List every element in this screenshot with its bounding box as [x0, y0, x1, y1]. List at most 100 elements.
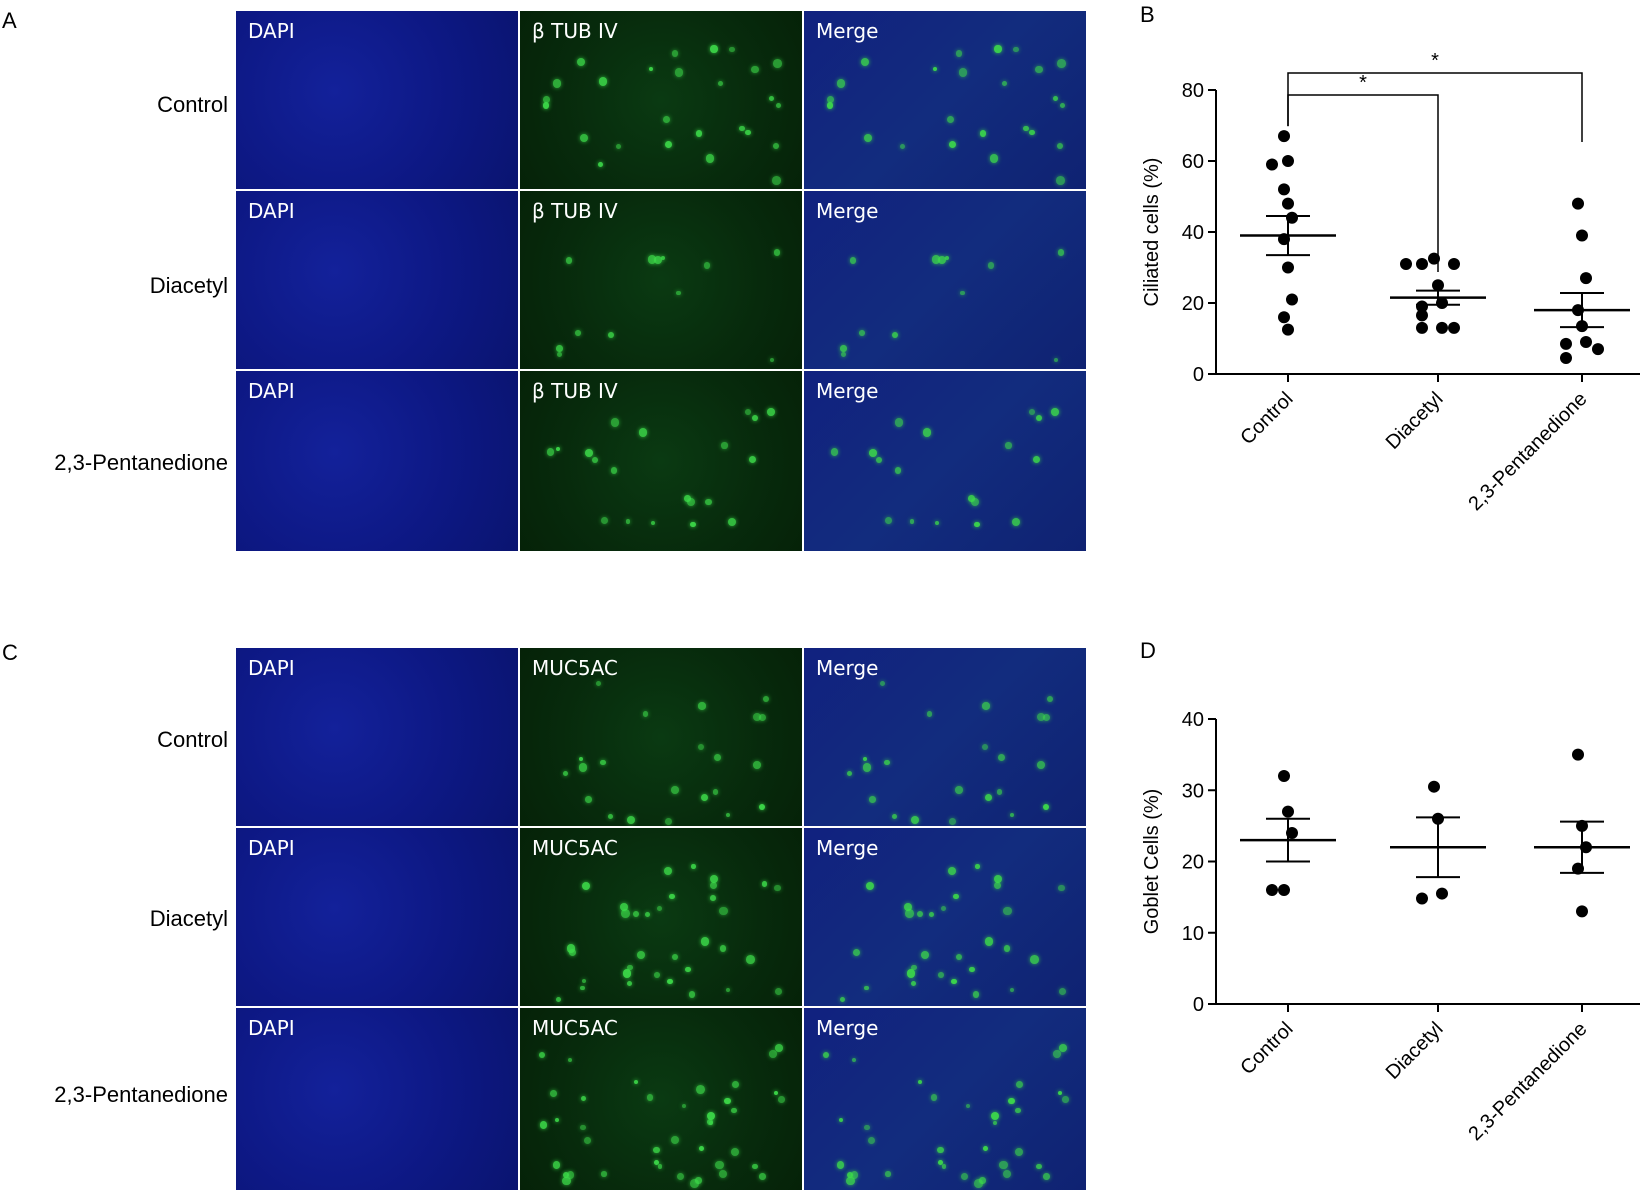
y-tick-label: 0 [1193, 364, 1204, 386]
fluorescent-spot [935, 520, 940, 526]
fluorescent-spot [1035, 65, 1043, 74]
fluorescent-spot [555, 997, 561, 1002]
fluorescent-spot [695, 130, 703, 137]
fluorescent-spot [566, 944, 576, 953]
data-point [1416, 257, 1428, 270]
data-point [1282, 155, 1294, 167]
fluorescent-spot [960, 1172, 968, 1180]
fluorescent-spot [955, 953, 963, 961]
microscopy-grid-a: DAPI β TUB IV Merge DAPI β TUB IV Merge … [236, 11, 1086, 551]
channel-label: DAPI [248, 379, 295, 403]
fluorescent-spot [1036, 713, 1045, 722]
data-point [1266, 884, 1278, 896]
x-tick-label: Control [1236, 1018, 1297, 1079]
fluorescent-spot [647, 255, 657, 265]
fluorescent-spot [846, 1176, 855, 1186]
data-point [1278, 311, 1290, 324]
fluorescent-spot [880, 681, 886, 687]
fluorescent-spot [705, 499, 712, 506]
significance-label: * [1431, 50, 1439, 72]
fluorescent-spot [941, 905, 947, 912]
fluorescent-spot [698, 744, 705, 751]
data-point [1560, 352, 1572, 365]
fluorescent-spot [827, 95, 834, 103]
data-point [1278, 770, 1290, 782]
fluorescent-spot [718, 1169, 727, 1179]
data-point [1428, 252, 1440, 265]
fluorescent-spot [596, 681, 602, 687]
fluorescent-spot [1042, 713, 1051, 722]
fluorescent-spot [1014, 1147, 1024, 1157]
fluorescent-spot [916, 910, 923, 917]
fluorescent-spot [969, 967, 975, 973]
fluorescent-spot [1008, 1097, 1015, 1104]
fluorescent-spot [892, 814, 898, 820]
fluorescent-spot [676, 1172, 684, 1180]
image-c-pentanedione-merge: Merge [804, 1008, 1086, 1190]
fluorescent-spot [1058, 988, 1066, 996]
fluorescent-spot [563, 1172, 570, 1179]
fluorescent-spot [774, 1091, 779, 1096]
fluorescent-spot [1051, 408, 1060, 416]
fluorescent-spot [632, 910, 639, 917]
fluorescent-spot [745, 129, 751, 136]
fluorescent-spot [580, 1095, 586, 1101]
image-a-control-tub: β TUB IV [520, 11, 802, 189]
fluorescent-spot [1010, 812, 1015, 817]
fluorescent-spot [744, 408, 751, 415]
fluorescent-spot [645, 911, 651, 917]
fluorescent-spot [1037, 761, 1046, 769]
fluorescent-spot [911, 980, 917, 986]
fluorescent-spot [1002, 81, 1008, 87]
fluorescent-spot [727, 518, 736, 527]
fluorescent-spot [600, 517, 608, 525]
fluorescent-spot [933, 66, 938, 72]
fluorescent-spot [869, 449, 878, 458]
fluorescent-spot [729, 46, 735, 53]
fluorescent-spot [562, 1176, 571, 1186]
fluorescent-spot [622, 969, 632, 978]
significance-bracket [1287, 94, 1439, 272]
significance-label: * [1359, 72, 1367, 94]
fluorescent-spot [822, 1051, 830, 1059]
fluorescent-spot [653, 1146, 660, 1154]
fluorescent-spot [642, 711, 649, 717]
fluorescent-spot [1032, 455, 1041, 464]
fluorescent-spot [566, 1171, 575, 1179]
data-point [1432, 279, 1444, 292]
panel-letter: B [1140, 2, 1155, 27]
fluorescent-spot [996, 789, 1002, 795]
chart-goblet-cells: D 0 10 20 30 40 Goblet Cells (%) Control Diacety… [1140, 638, 1640, 1145]
fluorescent-spot [851, 1057, 856, 1062]
row-label-pentanedione-a: 2,3-Pentanedione [54, 450, 228, 475]
fluorescent-spot [759, 1173, 766, 1180]
fluorescent-spot [719, 945, 726, 952]
fluorescent-spot [769, 1050, 777, 1058]
chart-ciliated-cells: B 0 20 40 60 80 Ciliated cells (%) Control Diace… [1140, 2, 1640, 515]
fluorescent-spot [772, 142, 780, 150]
fluorescent-spot [982, 744, 989, 751]
fluorescent-spot [674, 68, 684, 77]
fluorescent-spot [975, 863, 980, 869]
fluorescent-spot [836, 1161, 845, 1169]
fluorescent-spot [1002, 1169, 1011, 1179]
image-c-diacetyl-muc: MUC5AC [520, 828, 802, 1006]
fluorescent-spot [615, 143, 622, 150]
y-tick-label: 80 [1182, 80, 1204, 102]
fluorescent-spot [849, 256, 857, 264]
y-tick-label: 60 [1182, 151, 1204, 173]
fluorescent-spot [713, 753, 721, 761]
fluorescent-spot [543, 95, 550, 103]
fluorescent-spot [1023, 126, 1029, 132]
fluorescent-spot [1043, 1173, 1050, 1180]
data-point [1448, 321, 1460, 334]
fluorescent-spot [926, 711, 933, 717]
data-point [1416, 321, 1428, 334]
data-point [1436, 887, 1448, 900]
data-point [1282, 197, 1294, 210]
fluorescent-spot [937, 1146, 944, 1154]
fluorescent-spot [992, 1121, 997, 1126]
fluorescent-spot [1003, 906, 1012, 915]
data-point [1580, 272, 1592, 285]
y-axis-label: Goblet Cells (%) [1141, 789, 1163, 935]
